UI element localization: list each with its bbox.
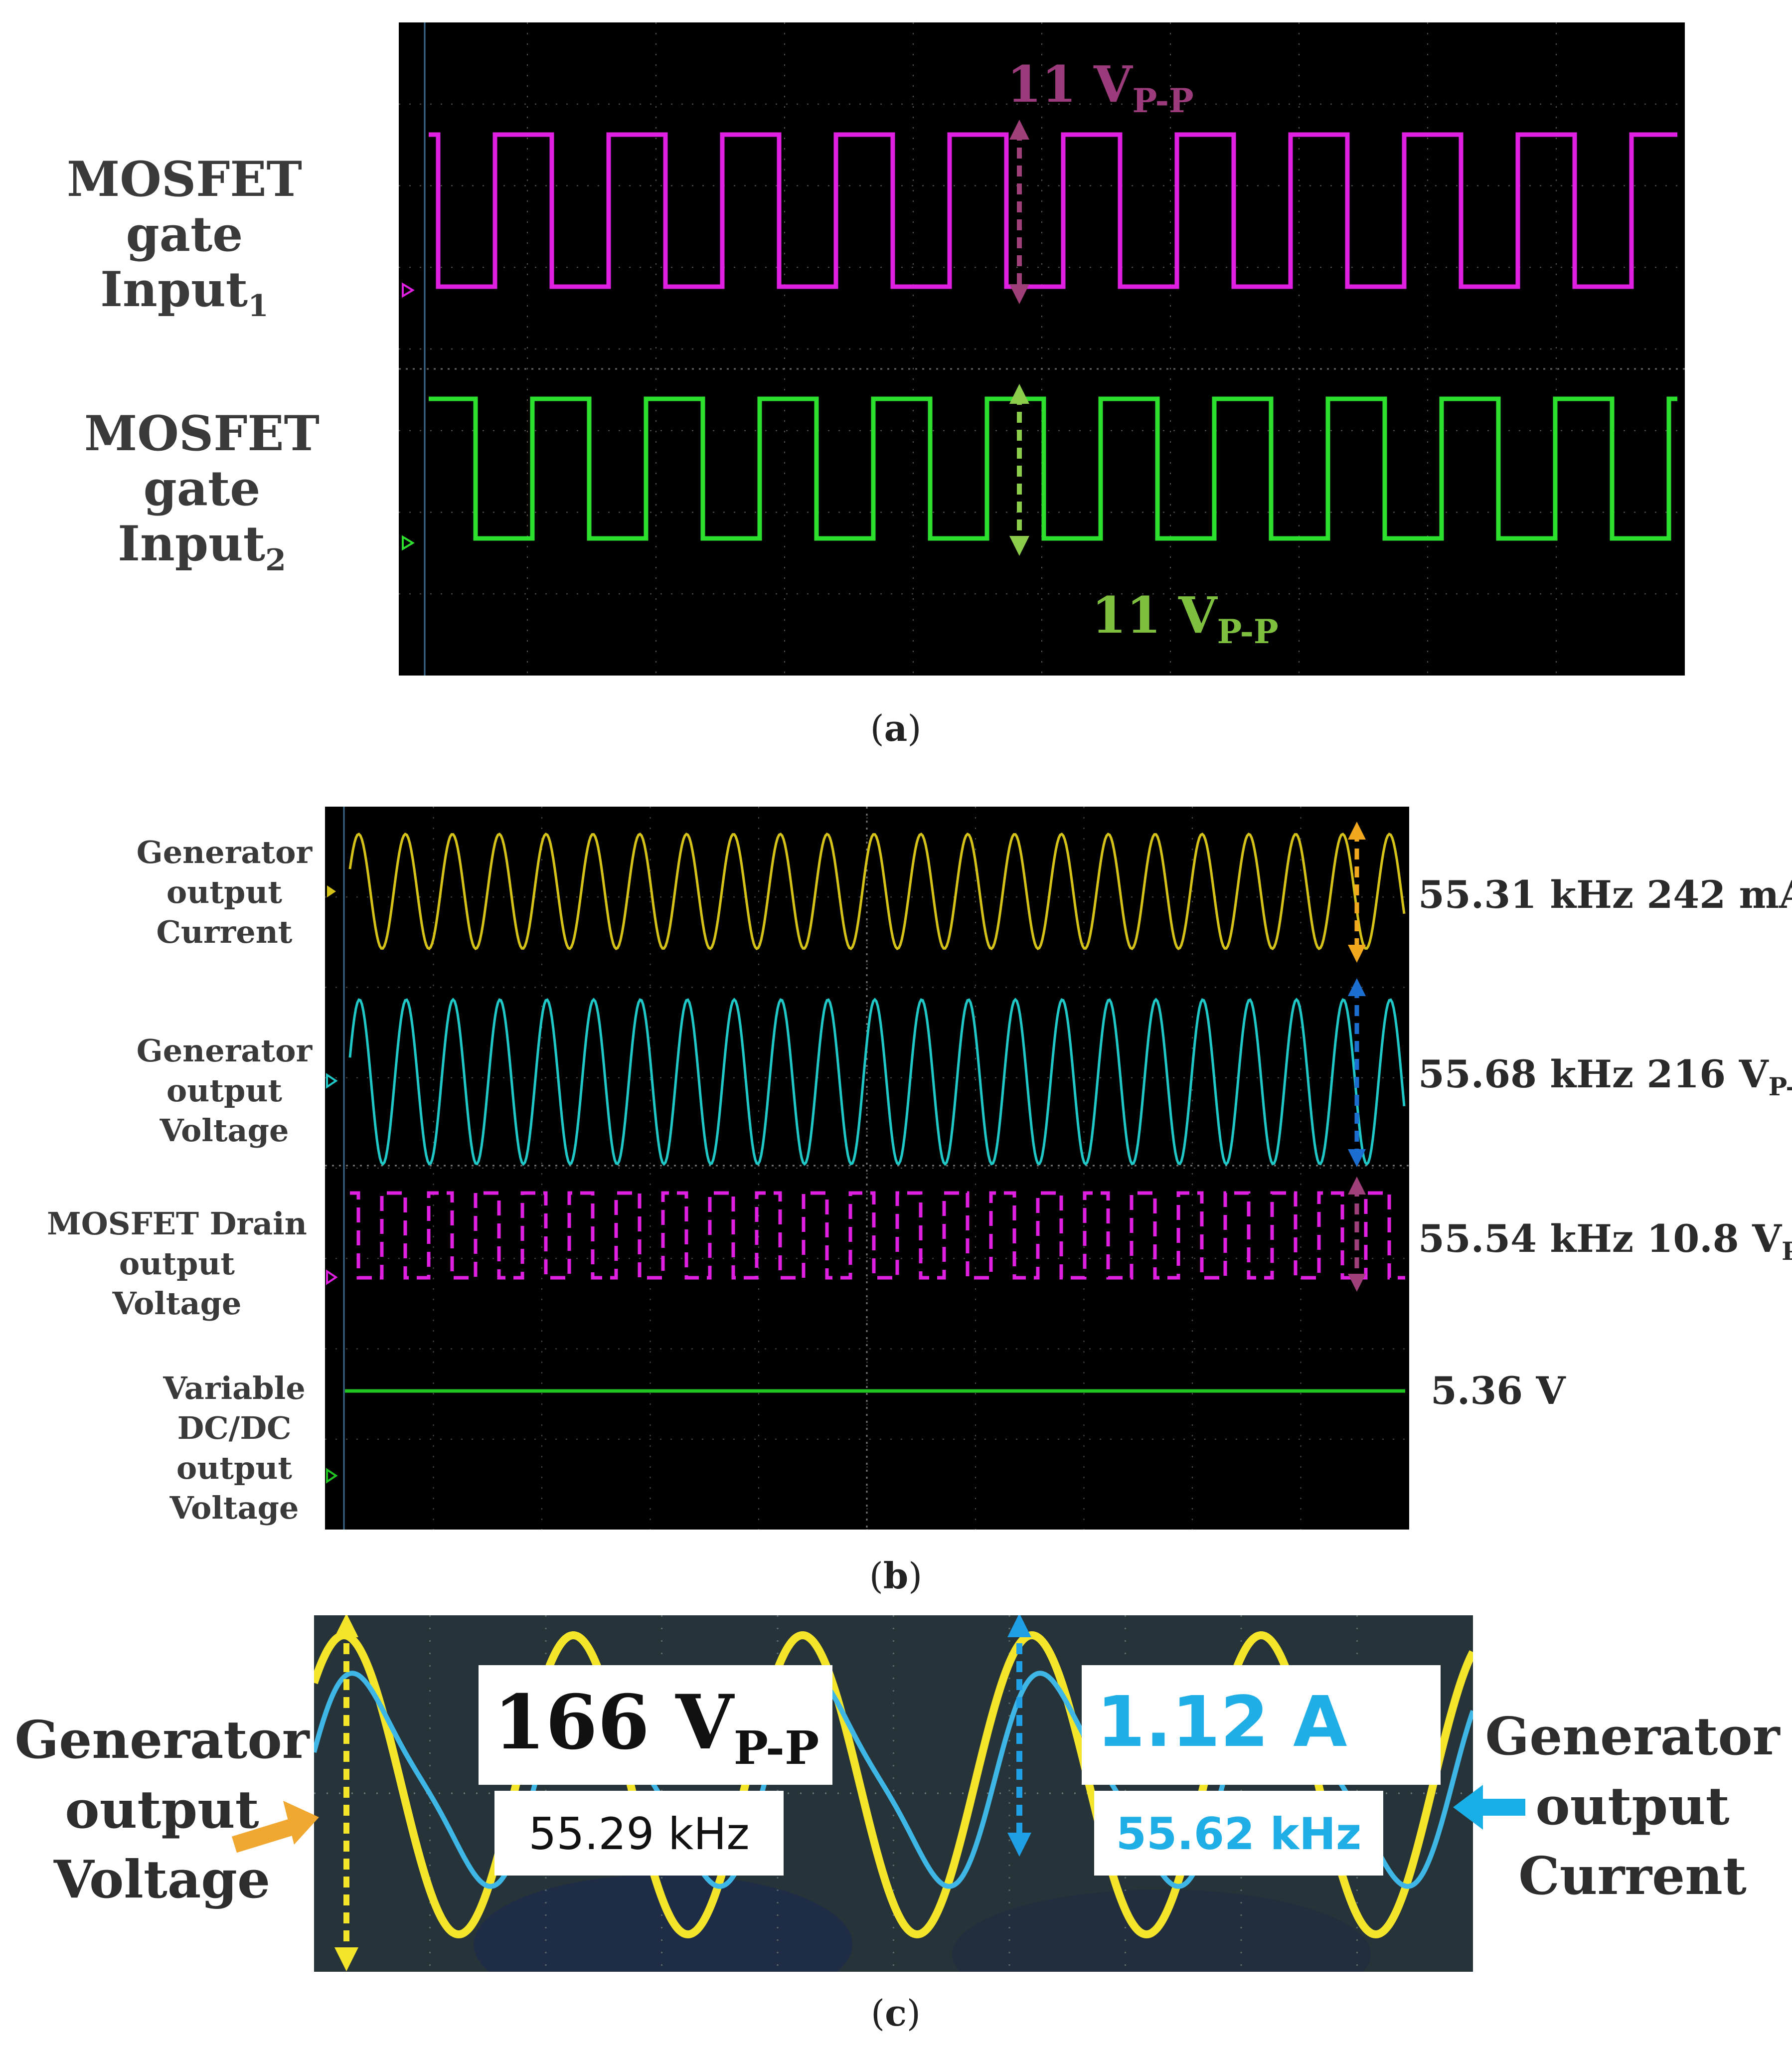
panel-c-voltage-value: 166 VP-P	[493, 1685, 819, 1771]
screen-reflection-1	[474, 1875, 852, 1972]
panel-b-caption: (b)	[869, 1554, 923, 1597]
panel-b-measure-2-main: 55.68 kHz 216 V	[1418, 1052, 1769, 1096]
panel-c-label-voltage-line2: output	[65, 1779, 259, 1840]
panel-b-label-ch3-line2: output	[119, 1245, 235, 1282]
panel-b-label-ch3-line1: MOSFET Drain	[47, 1205, 307, 1242]
panel-a-amplitude-2-main: 11 V	[1092, 586, 1217, 645]
panel-b-label-ch1-line3: Current	[156, 914, 293, 950]
panel-b-label-ch4-line1: Variable	[163, 1370, 306, 1406]
ch1-marker	[327, 885, 336, 897]
panel-a-caption-letter: a	[884, 707, 908, 749]
panel-c-current-value: 1.12 A	[1097, 1682, 1347, 1763]
panel-b-label-ch2-line1: Generator	[136, 1032, 313, 1069]
panel-c-caption-letter: c	[885, 1992, 907, 2034]
panel-c-voltage-freq-box: 55.29 kHz	[494, 1791, 784, 1876]
panel-a-label-input1-main: MOSFET gate	[67, 151, 302, 263]
ch4-marker	[326, 1468, 338, 1484]
panel-c-label-voltage: Generator output Voltage	[12, 1705, 312, 1914]
trace-mosfet-drain	[350, 1191, 1405, 1280]
panel-b-caption-letter: b	[883, 1554, 909, 1597]
trace-generator-voltage	[348, 998, 1406, 1166]
panel-a-amplitude-1-sub: P-P	[1132, 81, 1194, 120]
trace-gate-input2	[429, 396, 1677, 541]
panel-b-measure-2: 55.68 kHz 216 VP-P	[1418, 1052, 1792, 1101]
panel-b-label-ch3: MOSFET Drain output Voltage	[45, 1204, 309, 1324]
panel-b-label-ch2-line2: output	[166, 1072, 283, 1109]
panel-c-label-current-line1: Generator	[1485, 1706, 1780, 1767]
panel-c-caption: (c)	[870, 1992, 921, 2034]
panel-b-label-ch4-line3: output	[176, 1450, 293, 1486]
panel-b-measure-3: 55.54 kHz 10.8 VP-P	[1418, 1216, 1792, 1266]
panel-b-measure-3-sub: P-P	[1782, 1236, 1792, 1266]
panel-a-label-input1: MOSFET gate Input1	[10, 152, 359, 324]
panel-c-label-current-line2: output	[1535, 1775, 1730, 1837]
panel-a-caption: (a)	[870, 707, 922, 749]
panel-b-measure-4: 5.36 V	[1431, 1369, 1566, 1413]
panel-b-measure-3-main: 55.54 kHz 10.8 V	[1418, 1216, 1782, 1261]
ch2-marker	[402, 535, 415, 551]
panel-a-label-input2-index: 2	[265, 542, 286, 578]
panel-a-amplitude-2-sub: P-P	[1217, 612, 1279, 651]
panel-b-label-ch4-line2: DC/DC	[177, 1410, 292, 1446]
panel-b-label-ch4-line4: Voltage	[169, 1490, 299, 1526]
panel-b-measure-1: 55.31 kHz 242 mA	[1418, 872, 1792, 917]
panel-a-label-input2: MOSFET gate Input2	[27, 406, 376, 578]
panel-b-label-ch2-line3: Voltage	[160, 1112, 289, 1149]
ch1-marker	[402, 282, 415, 298]
panel-c-label-current-line3: Current	[1518, 1845, 1747, 1906]
panel-c-voltage-main: 166 V	[493, 1679, 734, 1766]
screen-reflection-2	[952, 1889, 1371, 1972]
panel-a-waveforms	[399, 22, 1685, 676]
panel-b-measure-2-sub: P-P	[1768, 1072, 1792, 1102]
panel-c-current-freq-box: 55.62 kHz	[1094, 1791, 1383, 1876]
panel-b-label-ch1-line1: Generator	[136, 834, 313, 870]
panel-a-amplitude-1: 11 VP-P	[1007, 55, 1194, 120]
panel-c-label-voltage-line3: Voltage	[53, 1849, 271, 1910]
trace-gate-input1	[429, 132, 1677, 289]
panel-b-waveforms	[325, 807, 1409, 1530]
panel-c-current-box: 1.12 A	[1082, 1665, 1441, 1785]
panel-a-label-input1-sub-line: Input1	[10, 262, 359, 324]
panel-a-amplitude-1-main: 11 V	[1007, 55, 1133, 114]
panel-b-label-ch1-line2: output	[166, 874, 283, 910]
panel-c-label-voltage-line1: Generator	[14, 1709, 310, 1770]
panel-b-label-ch1: Generator output Current	[125, 833, 324, 952]
panel-b-label-ch2: Generator output Voltage	[125, 1031, 324, 1151]
panel-a-amplitude-2: 11 VP-P	[1092, 586, 1279, 651]
panel-a-label-input1-sub: Input	[100, 261, 248, 318]
panel-a-label-input1-index: 1	[248, 288, 269, 324]
panel-a-label-input2-main: MOSFET gate	[84, 405, 320, 517]
panel-c-current-freq: 55.62 kHz	[1116, 1808, 1362, 1860]
panel-c-scope: 166 VP-P 55.29 kHz 1.12 A 55.62 kHz	[314, 1615, 1473, 1972]
panel-a-scope: 11 VP-P 11 VP-P	[399, 22, 1685, 676]
panel-c-voltage-sub: P-P	[733, 1721, 819, 1775]
trace-generator-current	[348, 833, 1406, 950]
panel-b-label-ch3-line3: Voltage	[112, 1285, 242, 1322]
panel-c-label-current: Generator output Current	[1483, 1702, 1782, 1911]
panel-c-voltage-box: 166 VP-P	[479, 1665, 832, 1785]
panel-a-label-input2-sub: Input	[118, 515, 266, 572]
panel-b-label-ch4: Variable DC/DC output Voltage	[135, 1369, 334, 1528]
panel-c-voltage-freq: 55.29 kHz	[528, 1808, 750, 1860]
panel-a-label-input2-sub-line: Input2	[27, 516, 376, 578]
ch2-marker	[326, 1073, 338, 1089]
panel-b-scope	[325, 807, 1409, 1530]
ch3-marker	[326, 1269, 338, 1285]
